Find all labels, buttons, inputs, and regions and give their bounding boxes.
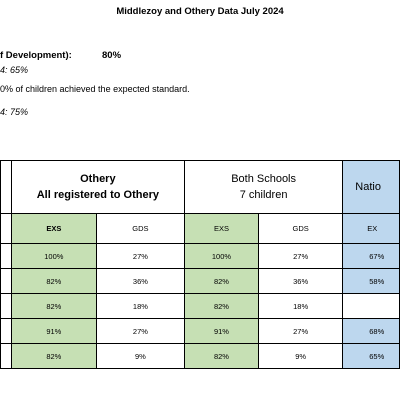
othery-exs-cell: 91% bbox=[10, 318, 97, 344]
othery-exs-header: EXS bbox=[10, 213, 97, 244]
both-schools-title: Both Schools bbox=[231, 173, 297, 185]
othery-gds-cell: 36% bbox=[95, 268, 185, 294]
both-gds-cell: 27% bbox=[258, 318, 344, 344]
both-exs-cell: 100% bbox=[183, 243, 260, 269]
development-value: 80% bbox=[102, 50, 122, 61]
both-exs-cell: 82% bbox=[183, 343, 260, 369]
table-row: 91% 27% 91% 27% 68% bbox=[0, 318, 400, 344]
row-label bbox=[0, 268, 12, 294]
othery-title: Othery bbox=[80, 173, 116, 185]
national-exs-header: EX bbox=[342, 213, 400, 244]
othery-exs-cell: 82% bbox=[10, 268, 97, 294]
table-row: 82% 36% 82% 36% 58% bbox=[0, 268, 400, 294]
othery-exs-cell: 82% bbox=[10, 293, 97, 319]
row-label bbox=[0, 318, 12, 344]
othery-gds-header: GDS bbox=[95, 213, 185, 244]
table-row: 82% 9% 82% 9% 65% bbox=[0, 343, 400, 369]
both-exs-cell: 91% bbox=[183, 318, 260, 344]
national-header: Natio bbox=[342, 160, 400, 214]
othery-exs-cell: 82% bbox=[10, 343, 97, 369]
development-label: f Development): bbox=[0, 50, 72, 61]
results-table: Othery All registered to Othery Both Sch… bbox=[0, 160, 400, 369]
othery-gds-cell: 9% bbox=[95, 343, 185, 369]
national-exs-cell: 58% bbox=[342, 268, 400, 294]
othery-gds-cell: 27% bbox=[95, 243, 185, 269]
both-gds-cell: 18% bbox=[258, 293, 344, 319]
table-row: 100% 27% 100% 27% 67% bbox=[0, 243, 400, 269]
row-label bbox=[0, 293, 12, 319]
both-schools-subtitle: 7 children bbox=[239, 189, 288, 201]
othery-header: Othery All registered to Othery bbox=[10, 160, 185, 214]
national-exs-cell bbox=[342, 293, 400, 319]
national-title: Natio bbox=[355, 181, 381, 193]
both-schools-header: Both Schools 7 children bbox=[183, 160, 344, 214]
table-row: 82% 18% 82% 18% bbox=[0, 293, 400, 319]
national-exs-cell: 65% bbox=[342, 343, 400, 369]
both-gds-cell: 27% bbox=[258, 243, 344, 269]
both-gds-header: GDS bbox=[258, 213, 344, 244]
page-title: Middlezoy and Othery Data July 2024 bbox=[116, 6, 284, 17]
national-exs-cell: 67% bbox=[342, 243, 400, 269]
comparison-line-1: 4: 65% bbox=[0, 65, 29, 75]
both-exs-cell: 82% bbox=[183, 268, 260, 294]
both-gds-cell: 36% bbox=[258, 268, 344, 294]
othery-exs-cell: 100% bbox=[10, 243, 97, 269]
row-label-header bbox=[0, 160, 12, 214]
comparison-line-2: 4: 75% bbox=[0, 107, 29, 117]
both-exs-cell: 82% bbox=[183, 293, 260, 319]
othery-gds-cell: 27% bbox=[95, 318, 185, 344]
row-label bbox=[0, 243, 12, 269]
both-exs-header: EXS bbox=[183, 213, 260, 244]
othery-gds-cell: 18% bbox=[95, 293, 185, 319]
national-exs-cell: 68% bbox=[342, 318, 400, 344]
row-label-subheader bbox=[0, 213, 12, 244]
both-gds-cell: 9% bbox=[258, 343, 344, 369]
standard-statement: 0% of children achieved the expected sta… bbox=[0, 84, 190, 94]
othery-subtitle: All registered to Othery bbox=[36, 189, 159, 201]
row-label bbox=[0, 343, 12, 369]
